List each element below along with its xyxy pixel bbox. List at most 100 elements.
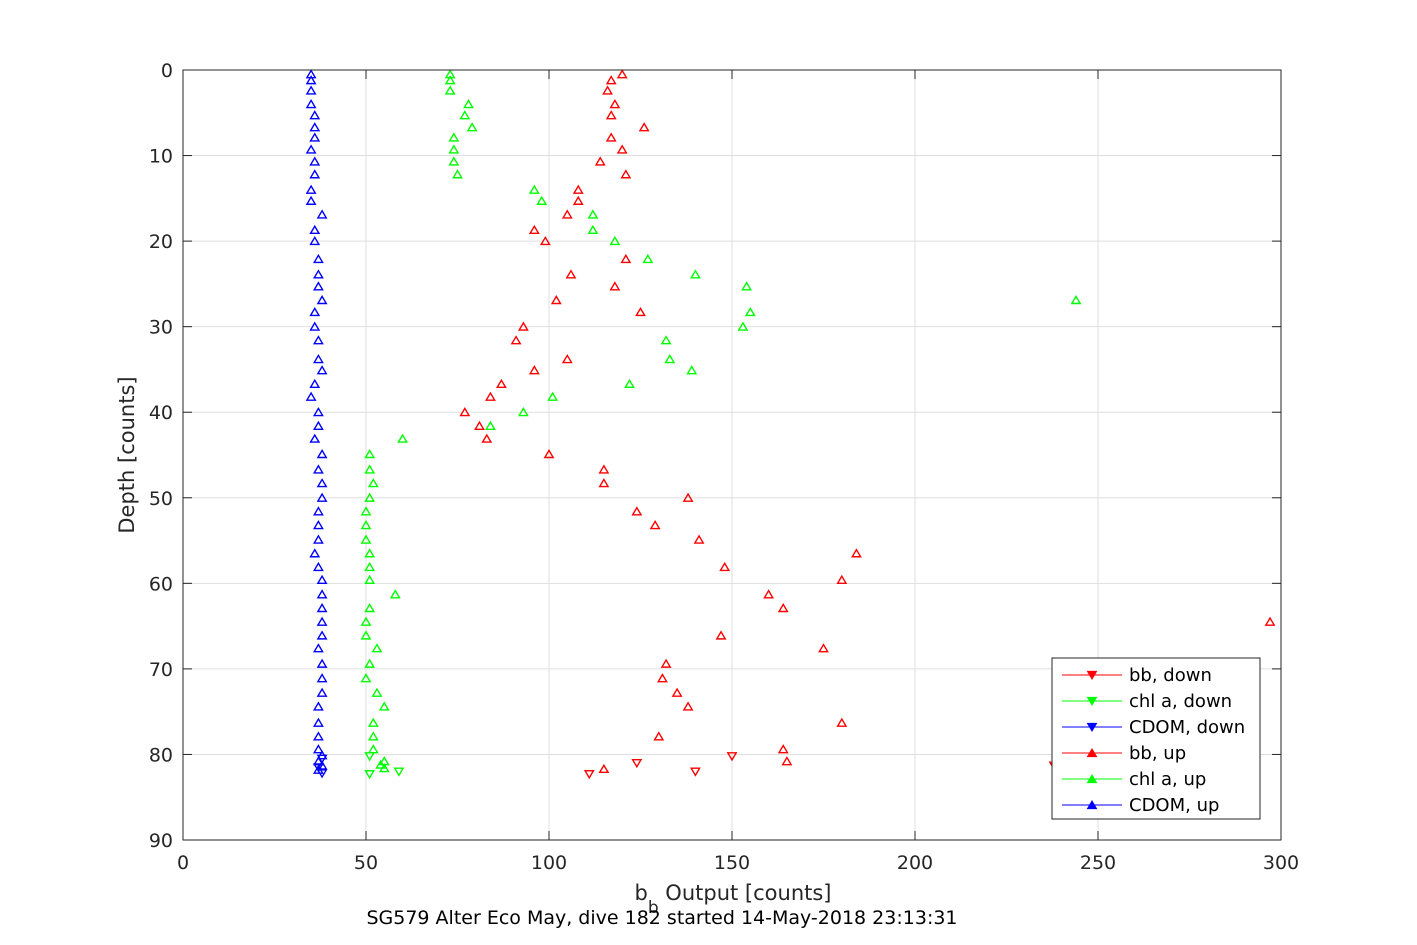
- data-point: [664, 354, 676, 364]
- data-point: [360, 519, 372, 530]
- data-point: [481, 433, 493, 443]
- data-point: [364, 574, 376, 584]
- data-point: [459, 407, 471, 417]
- data-point: [466, 122, 478, 132]
- y-axis-label: Depth [counts]: [115, 376, 139, 533]
- data-point: [360, 616, 372, 626]
- data-point: [316, 760, 328, 770]
- x-tick-label: 100: [531, 852, 567, 874]
- x-axis-label-rest: Output [counts]: [659, 881, 832, 905]
- data-point: [364, 770, 376, 780]
- data-point: [583, 770, 595, 780]
- data-point: [638, 122, 650, 132]
- data-point: [689, 269, 701, 279]
- y-tick-label: 70: [149, 659, 173, 681]
- data-point: [397, 433, 409, 443]
- legend-label: chl a, down: [1129, 691, 1232, 712]
- data-point: [565, 269, 577, 279]
- data-point: [719, 561, 731, 572]
- y-tick-label: 60: [149, 573, 173, 595]
- data-point: [312, 717, 324, 727]
- data-point: [316, 630, 328, 640]
- data-point: [459, 110, 471, 120]
- data-point: [364, 658, 376, 668]
- figure-caption: SG579 Alter Eco May, dive 182 started 14…: [366, 907, 957, 929]
- data-point: [561, 209, 573, 219]
- data-point: [539, 235, 551, 246]
- y-tick-label: 40: [149, 402, 173, 424]
- data-point: [312, 407, 324, 417]
- data-point: [316, 365, 328, 375]
- data-point: [616, 69, 628, 79]
- data-point: [448, 156, 460, 166]
- data-point: [605, 75, 617, 85]
- data-point: [305, 75, 317, 85]
- y-tick-label: 50: [149, 488, 173, 510]
- data-point: [389, 589, 401, 599]
- data-point: [587, 224, 599, 235]
- data-point: [316, 589, 328, 599]
- data-point: [316, 492, 328, 502]
- data-point: [572, 195, 584, 205]
- data-point: [367, 717, 379, 727]
- data-point: [602, 85, 613, 95]
- data-point: [572, 184, 584, 194]
- data-point: [312, 506, 324, 516]
- legend-label: CDOM, up: [1129, 795, 1219, 816]
- data-point: [741, 281, 753, 291]
- data-point: [309, 321, 321, 331]
- data-point: [309, 378, 321, 389]
- data-point: [364, 602, 376, 613]
- data-point: [312, 420, 324, 430]
- data-point: [657, 673, 668, 683]
- data-point: [452, 169, 463, 179]
- data-point: [836, 574, 848, 584]
- y-tick-label: 10: [149, 146, 173, 168]
- data-point: [777, 602, 789, 613]
- series-chl-a-up: [360, 69, 1082, 773]
- data-point: [316, 478, 328, 488]
- data-point: [547, 391, 559, 401]
- data-point: [686, 365, 698, 375]
- data-point: [312, 464, 324, 474]
- data-point: [312, 519, 324, 530]
- data-point: [360, 673, 372, 683]
- data-point: [364, 561, 376, 572]
- legend-marker: [1086, 799, 1098, 810]
- data-point: [744, 306, 756, 317]
- data-point: [682, 492, 694, 502]
- data-point: [510, 335, 522, 345]
- legend-label: bb, up: [1129, 743, 1186, 764]
- series-bb-up: [459, 69, 1276, 774]
- data-point: [631, 506, 643, 516]
- data-point: [312, 763, 324, 773]
- data-point: [605, 110, 617, 120]
- data-point: [689, 767, 701, 777]
- data-point: [715, 630, 727, 640]
- data-point: [312, 561, 324, 572]
- x-tick-label: 300: [1263, 852, 1299, 874]
- data-point: [312, 643, 324, 653]
- data-point: [763, 589, 775, 599]
- data-point: [371, 687, 383, 697]
- data-point: [444, 85, 456, 95]
- data-point: [587, 209, 599, 219]
- data-point: [642, 253, 654, 264]
- data-point: [364, 448, 376, 459]
- data-point: [609, 99, 621, 109]
- data-point: [305, 99, 317, 109]
- legend-label: chl a, up: [1129, 769, 1206, 790]
- data-point: [528, 184, 540, 194]
- data-point: [305, 195, 317, 205]
- data-point: [312, 281, 324, 291]
- data-point: [561, 354, 573, 364]
- data-point: [609, 235, 621, 246]
- axis-ticks: 0 50 100 150 200 250 300 0 10 20 30 40 50 60 70 80 90: [149, 60, 1299, 874]
- data-point: [836, 717, 848, 727]
- data-point: [309, 548, 321, 558]
- data-point: [598, 478, 610, 488]
- x-tick-label: 50: [354, 852, 378, 874]
- data-point: [309, 110, 321, 120]
- data-point: [316, 750, 328, 760]
- data-point: [312, 269, 324, 279]
